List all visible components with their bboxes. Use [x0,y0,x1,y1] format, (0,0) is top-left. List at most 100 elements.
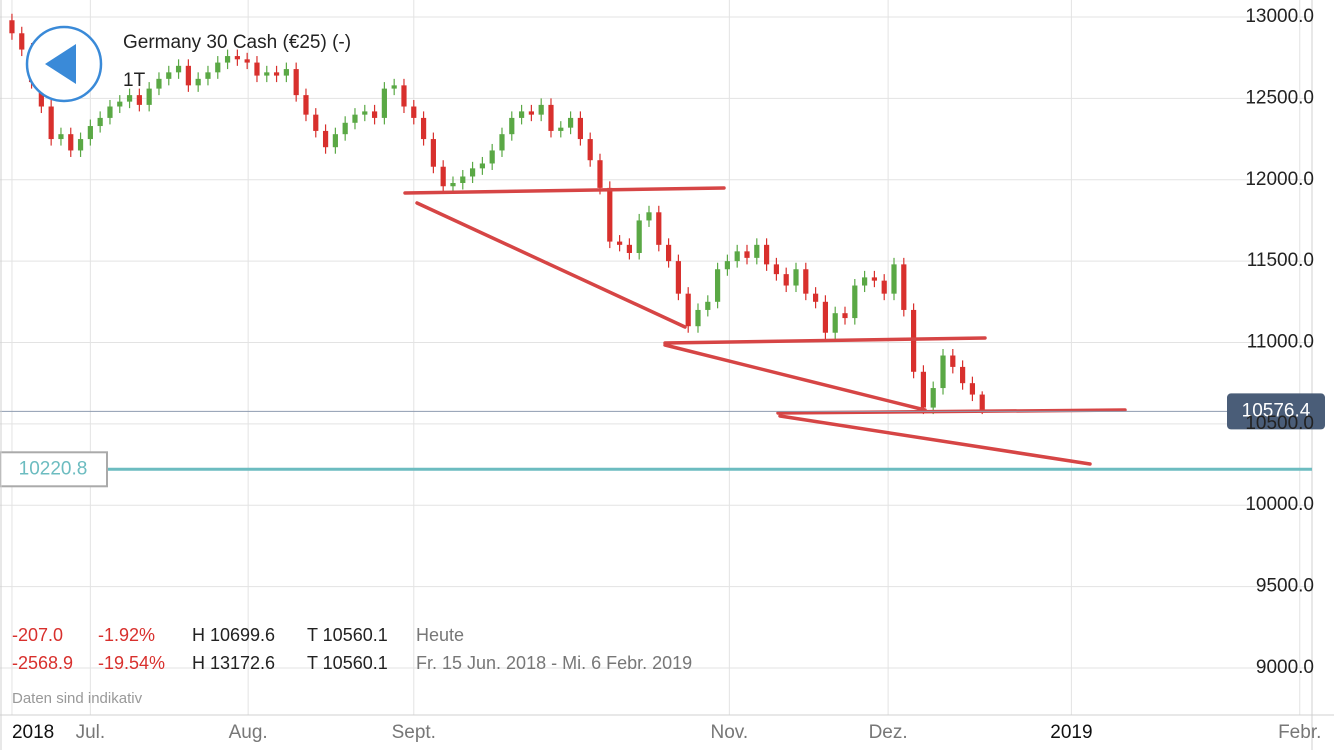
candle-body [822,301,829,333]
candle-body [411,106,417,118]
candle-body [979,394,985,412]
x-tick-label: 2018 [12,722,54,743]
candle-body [166,72,172,79]
y-tick-label: 10500.0 [1245,413,1314,434]
x-tick-label: Febr. [1278,722,1321,743]
trend-lines [403,186,1127,466]
candle-body [97,117,103,127]
candle-body [891,264,897,294]
overlay: 10576.4 10220.8 [0,393,1325,488]
candle-body [646,212,652,221]
candle-body [156,78,162,89]
candle-body [616,241,623,245]
x-tick-label: Sept. [392,722,436,743]
candle-body [185,65,191,86]
candle-body [587,139,593,161]
candle-body [901,264,907,310]
candle-body [117,101,123,107]
candle-body [293,69,299,96]
candle-body [87,126,93,140]
candle-body [665,244,672,262]
candle-body [352,114,358,123]
candle-body [362,111,368,115]
stat-text: -207.0 [12,625,63,645]
candle-body [215,62,221,73]
price-label: 10220.8 [19,458,88,479]
candle-body [136,95,142,105]
candle-body [724,261,730,270]
candle-body [881,280,887,294]
candle-body [342,122,348,135]
candle-body [303,95,309,115]
stat-text: H 10699.6 [192,625,275,645]
candle-body [950,355,956,367]
candle-body [714,269,721,302]
candle-body [871,277,878,281]
candle-body [499,134,505,151]
price-label-box [1227,393,1325,430]
candle-body [440,166,446,187]
candle-body [234,56,240,60]
trend-line [415,201,687,329]
candle-body [371,111,378,118]
y-tick-label: 10000.0 [1245,494,1314,515]
y-tick-label: 11500.0 [1247,250,1314,271]
stat-text: Fr. 15 Jun. 2018 - Mi. 6 Febr. 2019 [416,653,692,673]
candle-body [126,95,133,102]
candle-body [146,88,152,105]
candle-body [862,277,868,286]
back-arrow[interactable] [45,44,76,84]
candle-body [744,251,750,258]
candle-body [930,388,936,408]
candle-body [381,88,387,118]
candle-body [842,313,848,319]
y-tick-label: 9500.0 [1256,576,1314,597]
candle-body [450,183,456,187]
stat-text: -19.54% [98,653,165,673]
x-tick-label: Nov. [711,722,749,743]
candle-body [244,59,250,63]
stat-text: -1.92% [98,625,155,645]
back-button[interactable] [25,25,103,103]
candle-body [695,309,701,327]
candle-body [940,355,946,389]
candle-body [754,244,760,258]
candle-body [705,301,711,310]
candle-body [313,114,319,131]
y-tick-label: 12000.0 [1245,169,1314,190]
candle-body [19,33,25,50]
candle-body [675,261,681,294]
candle-body [58,134,64,140]
y-tick-label: 9000.0 [1256,657,1314,678]
candle-body [685,293,691,327]
trend-line [663,343,927,412]
candle-body [597,160,603,188]
x-tick-label: Aug. [229,722,268,743]
candle-body [920,371,927,408]
trend-line [403,186,726,195]
candle-body [224,56,231,63]
price-label: 10576.4 [1242,400,1311,421]
y-tick-label: 12500.0 [1245,87,1314,108]
candle-body [734,251,740,262]
candle-body [803,269,809,294]
candle-body [479,163,485,169]
candle-body [77,139,84,151]
candle-body [607,187,613,242]
candle-body [773,264,779,275]
x-tick-label: 2019 [1050,722,1092,743]
candle-body [401,85,407,107]
trend-line [778,414,1092,466]
candle-body [460,176,466,184]
candle-body [420,117,427,140]
candle-body [175,65,182,73]
stat-text: T 10560.1 [307,625,388,645]
candle-body [813,293,819,302]
y-tick-label: 11000.0 [1247,332,1314,353]
candle-body [254,62,260,76]
candle-body [9,20,15,34]
candle-body [528,111,534,115]
